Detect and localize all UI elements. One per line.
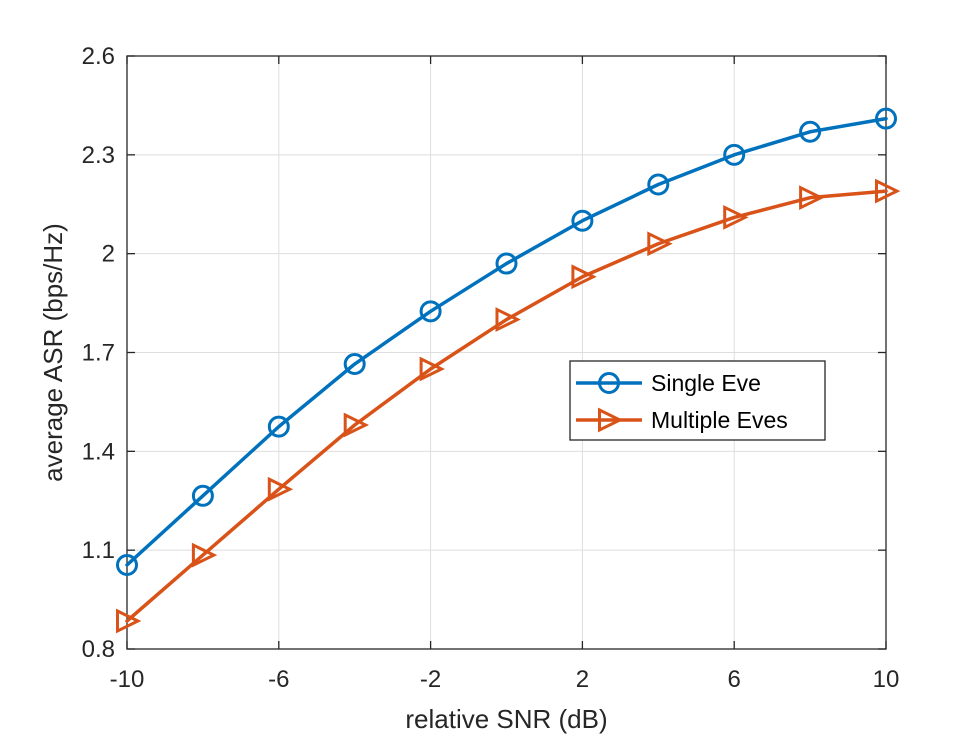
series-line xyxy=(125,116,888,567)
data-point-triangle xyxy=(875,178,901,204)
data-point-triangle xyxy=(571,264,597,290)
data-point-circle xyxy=(647,173,670,196)
y-tick-label: 2.3 xyxy=(82,142,115,169)
series-layer xyxy=(116,107,901,634)
legend-entry: Single Eve xyxy=(576,370,761,396)
x-axis-label: relative SNR (dB) xyxy=(405,704,607,734)
legend-entry: Multiple Eves xyxy=(576,407,788,433)
data-point-triangle xyxy=(723,205,749,230)
series-group xyxy=(116,107,897,576)
series-group xyxy=(116,178,901,634)
data-point-circle xyxy=(571,209,594,232)
legend-entries: Single Eve Multiple Eves xyxy=(576,370,788,433)
data-point-triangle xyxy=(419,356,445,382)
legend-marker xyxy=(598,407,624,433)
y-axis-label: average ASR (bps/Hz) xyxy=(38,223,68,482)
data-point-circle xyxy=(267,415,290,438)
data-point-circle xyxy=(723,143,746,166)
y-tick-label: 1.7 xyxy=(82,340,115,367)
legend-label: Multiple Eves xyxy=(651,407,788,433)
axis-ticks: -10 -6 -2 2 6 10 0.8 1.1 1.4 1.7 2 2.3 2.6 xyxy=(82,43,900,693)
y-tick-label: 2 xyxy=(102,241,115,268)
data-point-triangle xyxy=(267,476,294,502)
x-tick-label: 10 xyxy=(873,666,900,693)
data-point-triangle xyxy=(799,185,825,211)
data-point-triangle xyxy=(116,608,142,634)
data-point-circle xyxy=(495,252,518,275)
data-point-circle xyxy=(419,300,442,323)
legend-marker xyxy=(598,372,620,394)
data-point-triangle xyxy=(495,307,521,332)
x-tick-label: -2 xyxy=(420,666,441,693)
y-tick-label: 2.6 xyxy=(82,43,115,70)
data-point-circle xyxy=(799,120,822,143)
data-point-circle xyxy=(343,353,366,376)
data-point-circle xyxy=(191,484,214,507)
legend-label: Single Eve xyxy=(651,370,761,396)
y-tick-label: 0.8 xyxy=(82,636,115,663)
x-tick-label: 6 xyxy=(728,666,741,693)
y-tick-label: 1.4 xyxy=(82,438,115,465)
y-tick-label: 1.1 xyxy=(82,537,115,564)
data-point-circle xyxy=(116,553,138,576)
x-tick-label: 2 xyxy=(576,666,589,693)
data-point-triangle xyxy=(191,542,218,568)
series-line xyxy=(125,189,888,623)
data-point-triangle xyxy=(343,412,370,438)
data-point-triangle xyxy=(647,231,673,257)
legend: Single Eve Multiple Eves xyxy=(569,360,826,441)
x-tick-label: -10 xyxy=(110,666,145,693)
data-point-circle xyxy=(875,107,897,130)
x-tick-label: -6 xyxy=(268,666,289,693)
